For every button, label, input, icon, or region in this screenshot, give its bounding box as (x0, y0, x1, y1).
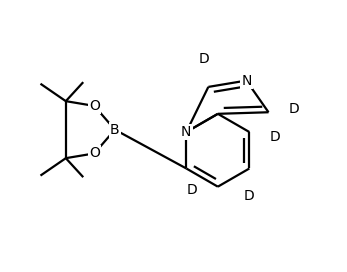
Text: D: D (198, 52, 209, 66)
Text: B: B (110, 123, 120, 137)
Text: D: D (289, 102, 300, 116)
Text: D: D (270, 130, 281, 144)
Text: N: N (181, 125, 192, 139)
Text: O: O (89, 146, 100, 160)
Text: O: O (89, 99, 100, 113)
Text: D: D (186, 183, 197, 197)
Text: D: D (244, 189, 255, 203)
Text: N: N (241, 73, 252, 88)
